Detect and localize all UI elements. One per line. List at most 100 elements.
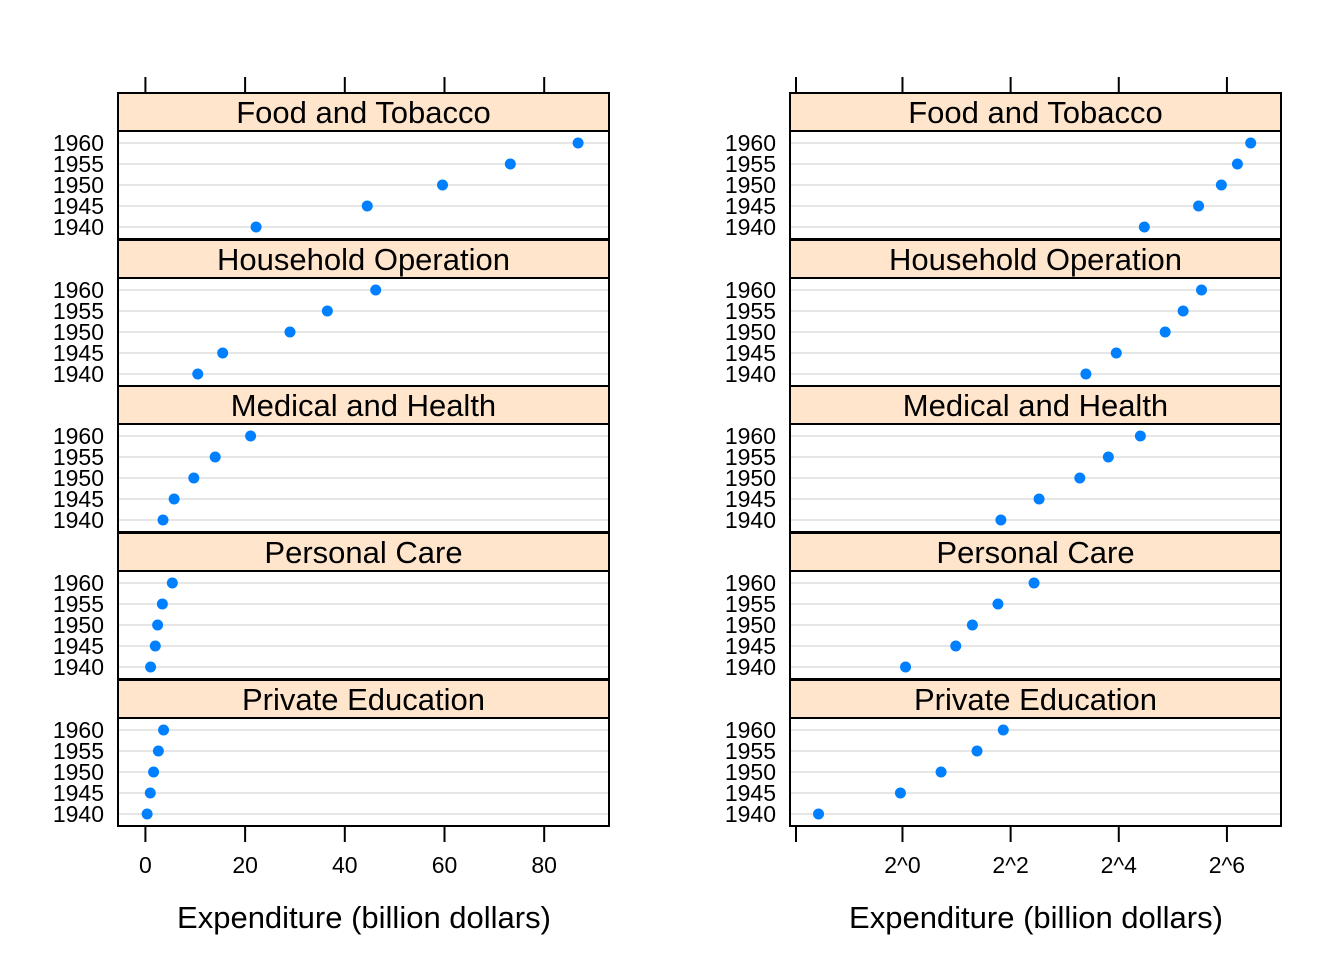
- data-point-1960: [1245, 137, 1257, 149]
- data-point-1955: [992, 598, 1004, 610]
- year-label: 1940: [53, 214, 104, 240]
- strip-label: Personal Care: [264, 535, 462, 570]
- panel-frame: [789, 717, 1282, 827]
- data-point-1940: [900, 661, 912, 673]
- year-label: 1955: [53, 298, 104, 324]
- year-label: 1940: [53, 801, 104, 827]
- x-axis-bottom: 2^0 2^2 2^4 2^6: [795, 826, 1245, 878]
- x-axis-top: [795, 77, 1228, 93]
- year-label: 1955: [725, 151, 776, 177]
- data-point-1940: [250, 221, 262, 233]
- year-label: 1955: [725, 298, 776, 324]
- data-point-1940: [145, 661, 157, 673]
- x-tick-label: 0: [139, 852, 152, 878]
- data-point-1955: [504, 158, 516, 170]
- year-label: 1945: [725, 193, 776, 219]
- year-label: 1960: [53, 277, 104, 303]
- year-label: 1955: [53, 151, 104, 177]
- year-label: 1940: [725, 361, 776, 387]
- year-label: 1950: [53, 319, 104, 345]
- year-label: 1950: [725, 465, 776, 491]
- data-point-1945: [217, 347, 229, 359]
- strip-household-operation: [117, 239, 610, 279]
- year-label: 1940: [725, 654, 776, 680]
- x-tick-label: 2^2: [992, 852, 1028, 878]
- x-axis-title: Expenditure (billion dollars): [849, 900, 1223, 935]
- year-label: 1950: [53, 172, 104, 198]
- data-point-1945: [1033, 493, 1045, 505]
- data-point-1940: [1080, 368, 1092, 380]
- data-point-1950: [152, 619, 164, 631]
- data-point-1960: [370, 284, 382, 296]
- data-point-1955: [1102, 451, 1114, 463]
- year-label: 1950: [53, 612, 104, 638]
- year-label: 1955: [53, 591, 104, 617]
- data-point-1945: [894, 787, 906, 799]
- log-scale-dotplot: Food and Tobacco19401945195019551960Hous…: [725, 77, 1282, 935]
- data-point-1950: [935, 766, 947, 778]
- data-point-1960: [1196, 284, 1208, 296]
- strip-label: Food and Tobacco: [236, 95, 491, 130]
- year-label: 1960: [53, 130, 104, 156]
- data-point-1950: [1215, 179, 1227, 191]
- data-point-1940: [141, 808, 153, 820]
- data-point-1960: [1134, 430, 1146, 442]
- data-point-1940: [192, 368, 204, 380]
- year-label: 1960: [725, 570, 776, 596]
- data-point-1955: [321, 305, 333, 317]
- x-axis-bottom: 0 20 40 60 80: [139, 826, 557, 878]
- year-label: 1945: [725, 340, 776, 366]
- year-label: 1945: [53, 633, 104, 659]
- data-point-1950: [437, 179, 449, 191]
- data-point-1955: [971, 745, 983, 757]
- data-point-1945: [168, 493, 180, 505]
- x-axis-top: [144, 77, 546, 93]
- year-label: 1945: [725, 780, 776, 806]
- data-point-1955: [152, 745, 164, 757]
- year-label: 1950: [725, 319, 776, 345]
- year-label: 1950: [53, 759, 104, 785]
- data-point-1945: [144, 787, 156, 799]
- year-label: 1960: [725, 277, 776, 303]
- year-label: 1960: [53, 717, 104, 743]
- data-point-1940: [813, 808, 825, 820]
- strip-household-operation: [789, 239, 1282, 279]
- data-point-1945: [950, 640, 962, 652]
- strip-label: Medical and Health: [903, 388, 1168, 423]
- x-tick-label: 40: [332, 852, 358, 878]
- data-point-1950: [148, 766, 160, 778]
- data-point-1960: [166, 577, 178, 589]
- data-point-1960: [997, 724, 1009, 736]
- year-label: 1945: [725, 633, 776, 659]
- strip-private-education: [789, 679, 1282, 719]
- strip-food-and-tobacco: [789, 92, 1282, 132]
- year-label: 1945: [53, 486, 104, 512]
- data-point-1955: [1177, 305, 1189, 317]
- data-point-1940: [157, 514, 169, 526]
- data-point-1955: [1231, 158, 1243, 170]
- panel-frame: [117, 717, 610, 827]
- strip-label: Medical and Health: [231, 388, 496, 423]
- data-point-1950: [1159, 326, 1171, 338]
- year-label: 1945: [53, 193, 104, 219]
- year-label: 1940: [53, 361, 104, 387]
- year-label: 1955: [725, 738, 776, 764]
- year-label: 1940: [725, 214, 776, 240]
- data-point-1950: [1074, 472, 1086, 484]
- data-point-1945: [361, 200, 373, 212]
- year-label: 1960: [725, 130, 776, 156]
- year-label: 1960: [53, 423, 104, 449]
- x-tick-label: 2^0: [884, 852, 920, 878]
- strip-label: Food and Tobacco: [908, 95, 1163, 130]
- data-point-1945: [1110, 347, 1122, 359]
- x-tick-label: 2^4: [1101, 852, 1138, 878]
- year-label: 1955: [53, 738, 104, 764]
- strip-medical-and-health: [117, 385, 610, 425]
